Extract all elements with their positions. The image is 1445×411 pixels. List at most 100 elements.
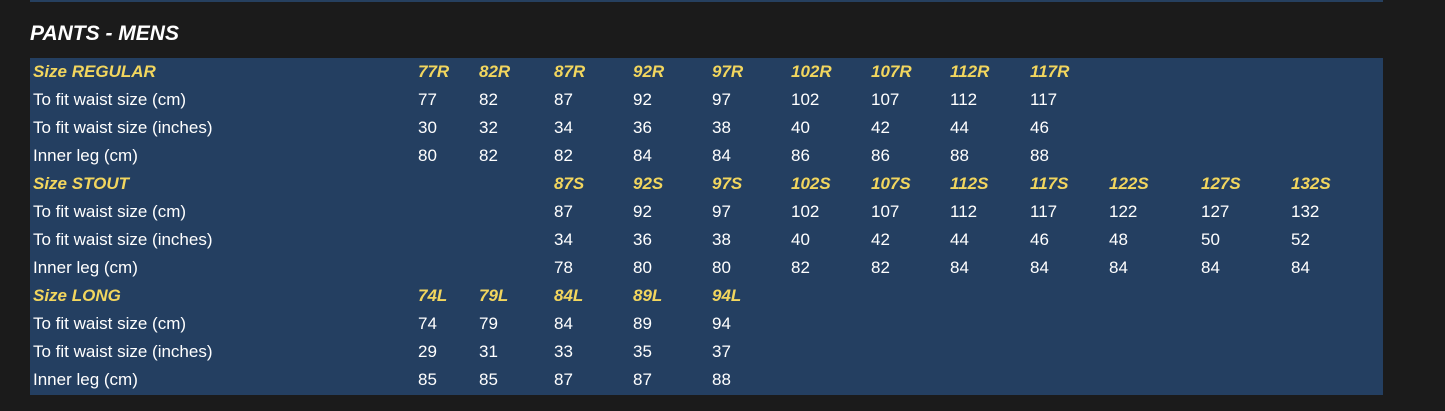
- value-cell: [1291, 86, 1383, 114]
- size-code-cell: 84L: [554, 286, 584, 305]
- size-code-cell: 102R: [791, 62, 832, 81]
- value-cell: [418, 226, 479, 254]
- value-cell: 117: [1030, 202, 1058, 221]
- size-code-cell: [418, 170, 479, 198]
- value-cell: 38: [712, 118, 731, 137]
- value-cell: 102: [791, 90, 820, 109]
- value-cell: [1109, 86, 1201, 114]
- size-chart-table: Size REGULAR 77R 82R 87R 92R 97R 102R 107R 112R 1…: [30, 58, 1383, 395]
- value-cell: 36: [633, 118, 652, 137]
- value-cell: 84: [554, 314, 573, 333]
- row-label: Size LONG: [33, 286, 121, 305]
- value-cell: [1291, 142, 1383, 170]
- value-cell: 82: [479, 90, 498, 109]
- value-cell: 34: [554, 230, 573, 249]
- value-cell: 40: [791, 230, 810, 249]
- size-code-cell: 97S: [712, 174, 743, 193]
- value-cell: [950, 310, 1030, 338]
- value-cell: [1030, 338, 1109, 366]
- value-cell: [871, 366, 950, 394]
- value-cell: 107: [871, 202, 900, 221]
- size-code-cell: 87S: [554, 174, 585, 193]
- value-cell: 112: [950, 90, 978, 109]
- value-cell: 122: [1109, 202, 1138, 221]
- value-cell: [791, 310, 871, 338]
- value-cell: 29: [418, 342, 437, 361]
- size-code-cell: 79L: [479, 286, 509, 305]
- table-row: To fit waist size (inches) 30 32 34 36 38 40 42…: [30, 114, 1383, 142]
- value-cell: 34: [554, 118, 573, 137]
- value-cell: [1201, 338, 1291, 366]
- value-cell: [418, 254, 479, 282]
- value-cell: [1030, 310, 1109, 338]
- size-code-cell: [791, 282, 871, 310]
- value-cell: 94: [712, 314, 731, 333]
- value-cell: 132: [1291, 202, 1320, 221]
- value-cell: [791, 366, 871, 394]
- page-title: PANTS - MENS: [30, 22, 179, 45]
- size-code-cell: 94L: [712, 286, 742, 305]
- size-code-cell: 107S: [871, 174, 911, 193]
- size-code-cell: 117R: [1030, 62, 1070, 81]
- value-cell: [1201, 310, 1291, 338]
- value-cell: [479, 226, 554, 254]
- size-code-cell: 74L: [418, 286, 448, 305]
- value-cell: [418, 198, 479, 226]
- value-cell: 35: [633, 342, 652, 361]
- table-row: To fit waist size (inches) 29 31 33 35 37: [30, 338, 1383, 366]
- value-cell: 84: [1030, 258, 1049, 277]
- value-cell: [1201, 114, 1291, 142]
- value-cell: 84: [633, 146, 652, 165]
- value-cell: [871, 310, 950, 338]
- value-cell: 92: [633, 202, 652, 221]
- value-cell: 88: [1030, 146, 1049, 165]
- row-label: To fit waist size (cm): [33, 202, 187, 221]
- table-row: To fit waist size (cm) 87 92 97 102 107 112 117…: [30, 198, 1383, 226]
- value-cell: [950, 338, 1030, 366]
- size-code-cell: [1291, 58, 1383, 86]
- value-cell: [791, 338, 871, 366]
- value-cell: [1291, 310, 1383, 338]
- value-cell: 31: [479, 342, 498, 361]
- size-code-cell: [1291, 282, 1383, 310]
- value-cell: 97: [712, 202, 731, 221]
- value-cell: [1201, 366, 1291, 394]
- size-code-cell: 97R: [712, 62, 744, 81]
- value-cell: 82: [791, 258, 810, 277]
- value-cell: 77: [418, 90, 437, 109]
- value-cell: 97: [712, 90, 731, 109]
- value-cell: 82: [554, 146, 573, 165]
- value-cell: [479, 254, 554, 282]
- value-cell: 80: [418, 146, 437, 165]
- value-cell: 84: [1109, 258, 1128, 277]
- row-label: To fit waist size (inches): [33, 342, 213, 361]
- value-cell: [1109, 366, 1201, 394]
- table-row: Inner leg (cm) 80 82 82 84 84 86 86 88 88: [30, 142, 1383, 170]
- value-cell: [479, 198, 554, 226]
- value-cell: 32: [479, 118, 498, 137]
- value-cell: [1109, 142, 1201, 170]
- size-code-cell: 112R: [950, 62, 990, 81]
- size-code-cell: 89L: [633, 286, 663, 305]
- value-cell: 33: [554, 342, 573, 361]
- value-cell: 74: [418, 314, 437, 333]
- value-cell: 86: [871, 146, 890, 165]
- size-code-cell: 122S: [1109, 174, 1149, 193]
- row-label: Inner leg (cm): [33, 258, 138, 277]
- size-code-cell: 132S: [1291, 174, 1331, 193]
- value-cell: [1291, 114, 1383, 142]
- value-cell: 52: [1291, 230, 1310, 249]
- size-code-cell: 112S: [950, 174, 989, 193]
- value-cell: 44: [950, 230, 969, 249]
- top-divider: [30, 0, 1383, 2]
- value-cell: 48: [1109, 230, 1128, 249]
- size-header-row: Size REGULAR 77R 82R 87R 92R 97R 102R 107R 112R 1…: [30, 58, 1383, 86]
- value-cell: 44: [950, 118, 969, 137]
- value-cell: [1291, 366, 1383, 394]
- value-cell: 42: [871, 230, 890, 249]
- size-code-cell: 77R: [418, 62, 450, 81]
- size-header-row: Size STOUT 87S 92S 97S 102S 107S 112S 117S 122S 1…: [30, 170, 1383, 198]
- row-label: Inner leg (cm): [33, 146, 138, 165]
- value-cell: 46: [1030, 118, 1049, 137]
- value-cell: 46: [1030, 230, 1049, 249]
